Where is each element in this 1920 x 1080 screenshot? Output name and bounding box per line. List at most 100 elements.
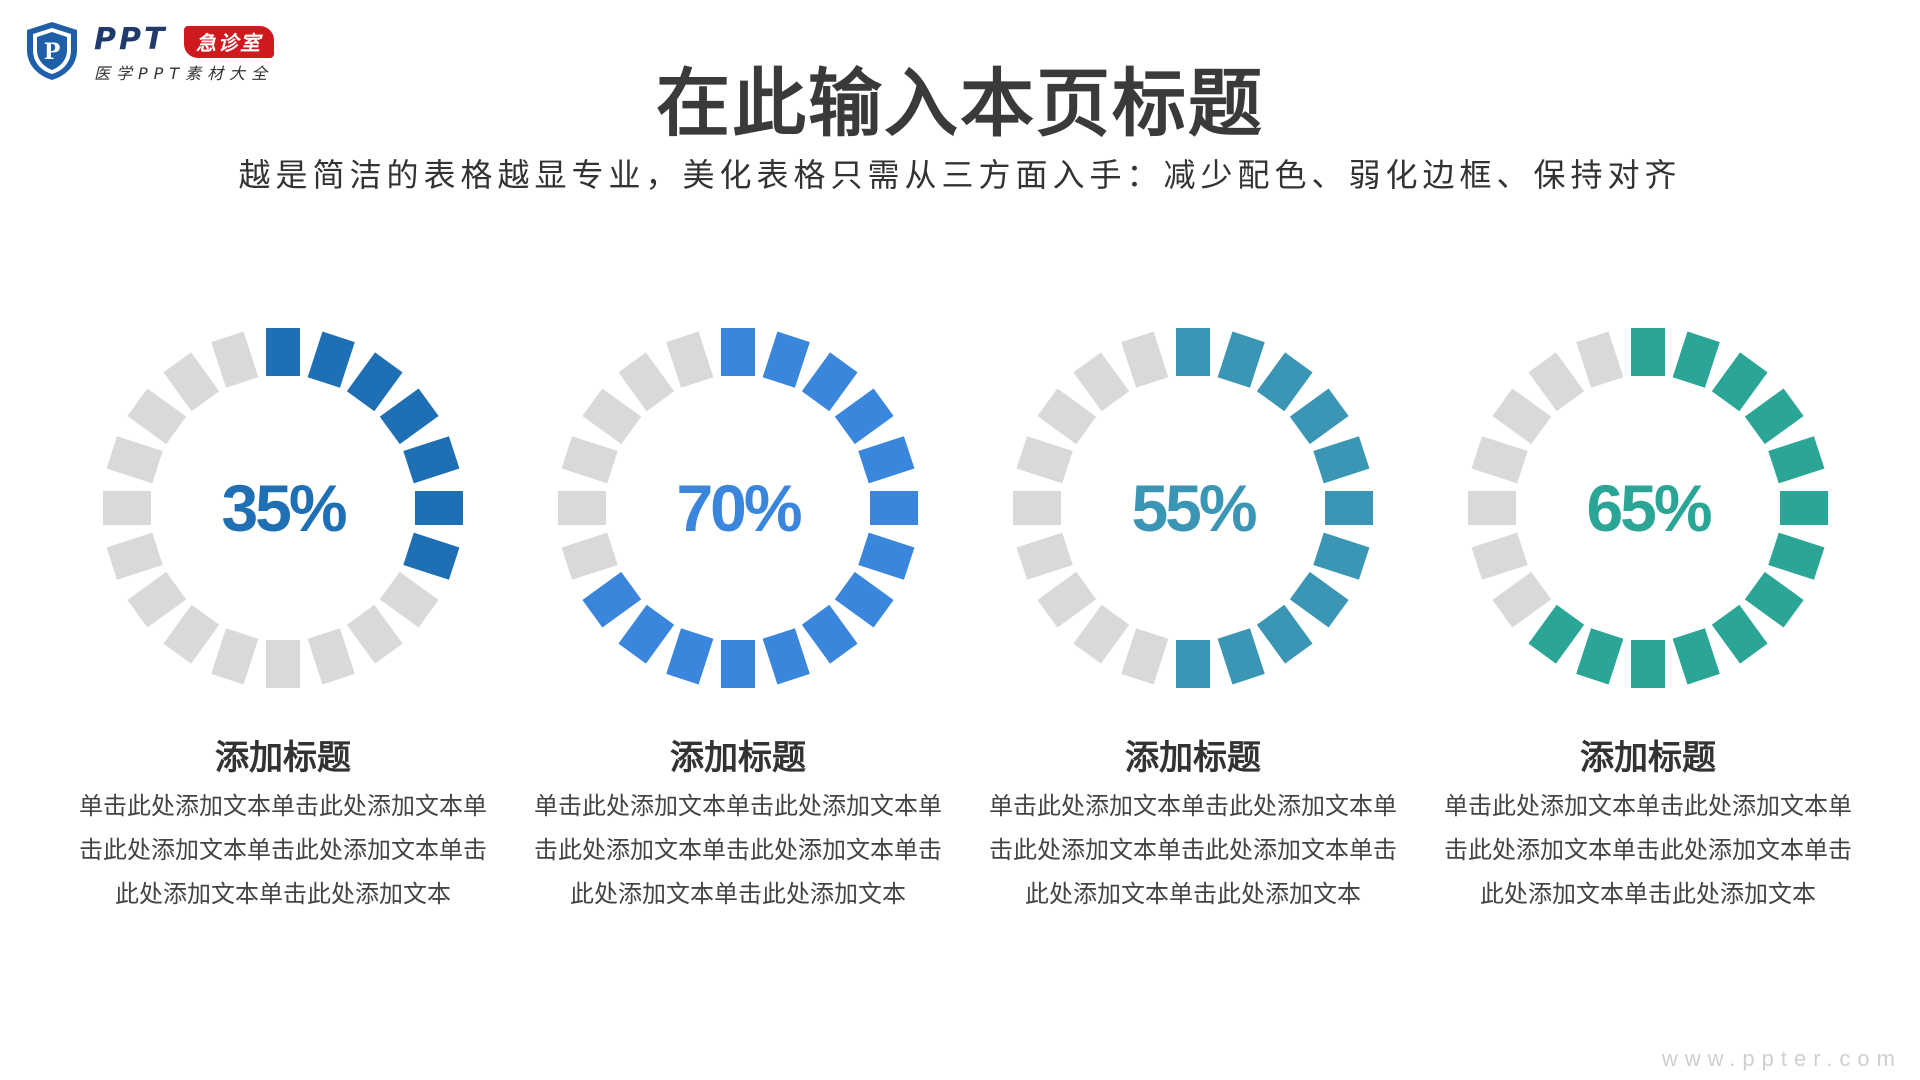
percent-label: 35%	[221, 471, 347, 545]
progress-segment-filled	[870, 491, 918, 525]
progress-segment-empty	[307, 628, 355, 685]
progress-segment-empty	[346, 604, 403, 664]
progress-segment-empty	[1073, 352, 1130, 412]
progress-segment-filled	[1528, 604, 1585, 664]
progress-segment-filled	[762, 331, 810, 388]
progress-segment-empty	[1468, 491, 1516, 525]
card-description: 单击此处添加文本单击此处添加文本单击此处添加文本单击此处添加文本单击此处添加文本…	[989, 792, 1397, 908]
progress-segment-filled	[834, 388, 894, 445]
progress-segment-filled	[801, 352, 858, 412]
progress-segment-empty	[618, 352, 675, 412]
progress-segment-filled	[1672, 331, 1720, 388]
progress-segment-filled	[1631, 328, 1665, 376]
progress-segment-filled	[1780, 491, 1828, 525]
progress-segment-filled	[1313, 532, 1370, 580]
progress-segment-empty	[211, 628, 259, 685]
card-title: 添加标题	[1125, 738, 1261, 778]
progress-ring	[103, 328, 463, 688]
watermark: www.ppter.com	[1661, 1046, 1902, 1071]
progress-segment-filled	[1768, 532, 1825, 580]
shield-letter: P	[44, 39, 61, 65]
progress-segment-filled	[834, 571, 894, 628]
progress-segment-filled	[1256, 604, 1313, 664]
progress-segment-filled	[1176, 640, 1210, 688]
progress-segment-filled	[1289, 571, 1349, 628]
progress-segment-filled	[379, 388, 439, 445]
progress-segment-empty	[1576, 331, 1624, 388]
progress-ring	[558, 328, 918, 688]
progress-segment-empty	[379, 571, 439, 628]
progress-segment-empty	[106, 532, 163, 580]
progress-segment-filled	[1313, 436, 1370, 484]
shield-icon: P	[27, 22, 77, 80]
progress-segment-filled	[307, 331, 355, 388]
progress-segment-filled	[1744, 388, 1804, 445]
progress-segment-filled	[1711, 352, 1768, 412]
progress-segment-filled	[415, 491, 463, 525]
progress-segment-filled	[346, 352, 403, 412]
progress-segment-empty	[666, 331, 714, 388]
card-description: 单击此处添加文本单击此处添加文本单击此处添加文本单击此处添加文本单击此处添加文本…	[79, 792, 487, 908]
logo: P PPT 急诊室 医学PPT素材大全	[24, 20, 314, 86]
progress-segment-empty	[127, 571, 187, 628]
progress-segment-empty	[1492, 388, 1552, 445]
progress-segment-filled	[666, 628, 714, 685]
progress-segment-filled	[1176, 328, 1210, 376]
progress-segment-empty	[211, 331, 259, 388]
progress-segment-filled	[1325, 491, 1373, 525]
card-description: 单击此处添加文本单击此处添加文本单击此处添加文本单击此处添加文本单击此处添加文本…	[534, 792, 942, 908]
percent-label: 65%	[1586, 471, 1712, 545]
progress-segment-filled	[762, 628, 810, 685]
percent-label: 70%	[676, 471, 802, 545]
progress-segment-empty	[1016, 532, 1073, 580]
progress-segment-empty	[127, 388, 187, 445]
progress-ring	[1468, 328, 1828, 688]
page-title: 在此输入本页标题	[656, 61, 1264, 147]
progress-segment-empty	[1037, 388, 1097, 445]
progress-segment-filled	[721, 328, 755, 376]
progress-segment-empty	[1471, 436, 1528, 484]
card-description: 单击此处添加文本单击此处添加文本单击此处添加文本单击此处添加文本单击此处添加文本…	[1444, 792, 1852, 908]
progress-segment-filled	[858, 532, 915, 580]
progress-segment-empty	[163, 352, 220, 412]
progress-segment-filled	[858, 436, 915, 484]
logo-brand: PPT	[94, 22, 168, 57]
progress-segment-filled	[1289, 388, 1349, 445]
progress-segment-filled	[1256, 352, 1313, 412]
progress-segment-empty	[1121, 628, 1169, 685]
progress-segment-empty	[1528, 352, 1585, 412]
progress-segment-filled	[582, 571, 642, 628]
progress-segment-filled	[1217, 331, 1265, 388]
progress-segment-filled	[1576, 628, 1624, 685]
progress-segment-empty	[1471, 532, 1528, 580]
logo-tagline: 医学PPT素材大全	[94, 64, 274, 83]
progress-segment-empty	[1037, 571, 1097, 628]
progress-segment-empty	[1013, 491, 1061, 525]
progress-segment-empty	[1121, 331, 1169, 388]
card-title: 添加标题	[670, 738, 806, 778]
progress-segment-empty	[561, 436, 618, 484]
card-title: 添加标题	[215, 738, 351, 778]
progress-segment-filled	[1744, 571, 1804, 628]
progress-segment-filled	[618, 604, 675, 664]
progress-segment-empty	[582, 388, 642, 445]
progress-segment-empty	[163, 604, 220, 664]
page-subtitle: 越是简洁的表格越显专业，美化表格只需从三方面入手：减少配色、弱化边框、保持对齐	[238, 156, 1682, 194]
progress-segment-filled	[266, 328, 300, 376]
progress-segment-empty	[266, 640, 300, 688]
progress-segment-empty	[1016, 436, 1073, 484]
progress-segment-empty	[558, 491, 606, 525]
progress-segment-filled	[801, 604, 858, 664]
progress-segment-empty	[103, 491, 151, 525]
progress-segment-filled	[1711, 604, 1768, 664]
progress-segment-empty	[561, 532, 618, 580]
logo-badge: 急诊室	[184, 26, 274, 58]
progress-segment-filled	[403, 532, 460, 580]
progress-segment-empty	[106, 436, 163, 484]
percent-label: 55%	[1131, 471, 1257, 545]
progress-segment-empty	[1492, 571, 1552, 628]
progress-segment-filled	[1672, 628, 1720, 685]
progress-segment-empty	[1073, 604, 1130, 664]
progress-ring	[1013, 328, 1373, 688]
progress-segment-filled	[1217, 628, 1265, 685]
